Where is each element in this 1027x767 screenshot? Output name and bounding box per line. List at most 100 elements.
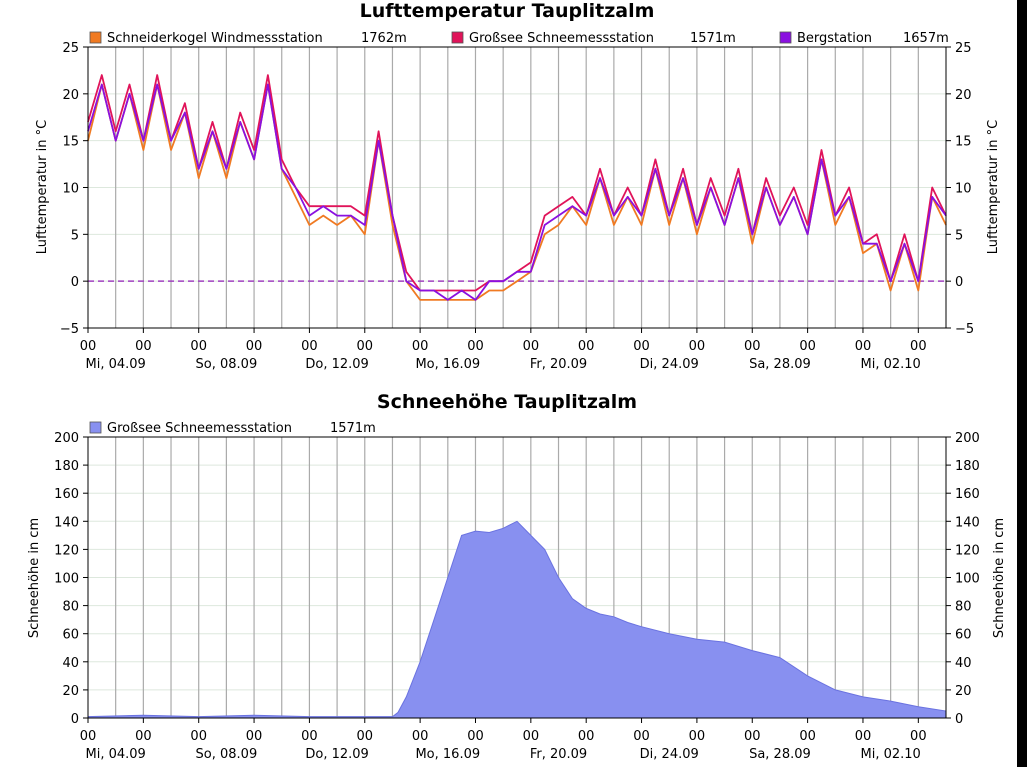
chart-2-title: Schneehöhe Tauplitzalm	[377, 391, 637, 413]
c1-xtick-label: 00	[633, 339, 650, 354]
c1-xdate-label: Mi, 02.10	[860, 357, 920, 372]
c1-xtick-label: 00	[689, 339, 706, 354]
c2-legend-label-1: Großsee Schneemessstation	[107, 421, 292, 436]
c2-xtick-label: 00	[412, 729, 429, 744]
chart-1-legend: Schneiderkogel Windmessstation 1762m Großs…	[89, 31, 949, 46]
c1-xtick-label: 00	[357, 339, 374, 354]
c2-ytick-label-left: 120	[54, 543, 79, 558]
c2-ytick-label-left: 60	[62, 628, 79, 643]
c2-xtick-label: 00	[301, 729, 318, 744]
chart-1-x-ticks: 00 00 00 00 00 00 00 00 00 00 00 00 00 00 00 00 Mi, 04.0…	[80, 328, 927, 372]
c2-xtick-label: 00	[799, 729, 816, 744]
c2-ytick-label-right: 20	[955, 684, 972, 699]
c2-xtick-label: 00	[135, 729, 152, 744]
c2-ytick-label-right: 200	[955, 431, 980, 446]
c2-xtick-label: 00	[855, 729, 872, 744]
c1-legend-swatch-2	[451, 31, 464, 44]
chart-1-grid	[88, 46, 946, 329]
c2-xtick-label: 00	[910, 729, 927, 744]
chart-2-y-ticks: 0 0 20 20 40 40 60 60 80 80 100 100 120 120 140 140 160 1…	[54, 431, 980, 727]
c2-ytick-label-left: 0	[71, 712, 79, 727]
c2-ytick-label-left: 40	[62, 656, 79, 671]
chart-1-y-label-left: Lufttemperatur in °C	[35, 120, 50, 254]
c1-xtick-label: 00	[301, 339, 318, 354]
c1-xtick-label: 00	[744, 339, 761, 354]
c1-xdate-label: Di, 24.09	[640, 357, 699, 372]
c2-xtick-label: 00	[633, 729, 650, 744]
c1-ytick-label-right: 5	[955, 228, 963, 243]
c1-xtick-label: 00	[910, 339, 927, 354]
chart-2-y-label-left: Schneehöhe in cm	[27, 518, 42, 638]
c2-ytick-label-right: 180	[955, 459, 980, 474]
c1-xtick-label: 00	[80, 339, 97, 354]
c2-ytick-label-right: 120	[955, 543, 980, 558]
c1-xdate-label: Do, 12.09	[305, 357, 368, 372]
c2-ytick-label-right: 60	[955, 628, 972, 643]
c2-xtick-label: 00	[246, 729, 263, 744]
c1-ytick-label-right: −5	[955, 322, 974, 337]
c1-xdate-label: Fr, 20.09	[530, 357, 587, 372]
c1-legend-label-2: Großsee Schneemessstation	[469, 31, 654, 46]
c2-xdate-label: So, 08.09	[196, 747, 258, 762]
c1-legend-alt-2: 1571m	[690, 31, 736, 46]
chart-2-series	[87, 520, 947, 719]
c2-ytick-label-left: 100	[54, 572, 79, 587]
chart-2-legend: Großsee Schneemessstation 1571m	[89, 421, 376, 436]
c1-xtick-label: 00	[467, 339, 484, 354]
c1-ytick-label-right: 20	[955, 88, 972, 103]
c1-line-series-3	[87, 83, 947, 301]
c2-xdate-label: Sa, 28.09	[749, 747, 811, 762]
c2-xtick-label: 00	[467, 729, 484, 744]
c2-xdate-label: Fr, 20.09	[530, 747, 587, 762]
c2-xdate-label: Mi, 02.10	[860, 747, 920, 762]
chart-1-title: Lufttemperatur Tauplitzalm	[360, 0, 655, 22]
c2-xtick-label: 00	[744, 729, 761, 744]
c1-ytick-label-left: 25	[62, 41, 79, 56]
c2-ytick-label-left: 200	[54, 431, 79, 446]
c2-xtick-label: 00	[357, 729, 374, 744]
chart-2-x-ticks: 00 00 00 00 00 00 00 00 00 00 00 00 00 00 00 00 Mi, 04.0…	[80, 718, 927, 762]
c1-ytick-label-left: 5	[71, 228, 79, 243]
c1-ytick-label-right: 10	[955, 182, 972, 197]
c1-xdate-label: Mi, 04.09	[86, 357, 146, 372]
c1-ytick-label-right: 25	[955, 41, 972, 56]
c2-ytick-label-right: 140	[955, 515, 980, 530]
c1-xtick-label: 00	[855, 339, 872, 354]
c2-xtick-label: 00	[689, 729, 706, 744]
chart-1-y-label-right: Lufttemperatur in °C	[986, 120, 1001, 254]
c1-legend-label-1: Schneiderkogel Windmessstation	[107, 31, 323, 46]
chart-1-series	[87, 74, 947, 301]
c1-line-series-1	[87, 83, 947, 301]
c1-legend-label-3: Bergstation	[797, 31, 872, 46]
c1-ytick-label-left: 20	[62, 88, 79, 103]
c2-xtick-label: 00	[80, 729, 97, 744]
c1-ytick-label-left: 15	[62, 135, 79, 150]
c2-xdate-label: Mo, 16.09	[415, 747, 480, 762]
c2-xtick-label: 00	[190, 729, 207, 744]
c2-legend-alt-1: 1571m	[330, 421, 376, 436]
c2-ytick-label-right: 100	[955, 572, 980, 587]
c1-xtick-label: 00	[190, 339, 207, 354]
c1-ytick-label-left: 10	[62, 182, 79, 197]
c2-ytick-label-left: 140	[54, 515, 79, 530]
c1-ytick-label-right: 0	[955, 275, 963, 290]
c2-ytick-label-left: 20	[62, 684, 79, 699]
c2-legend-swatch-1	[89, 421, 102, 434]
c1-xtick-label: 00	[246, 339, 263, 354]
chart-1-y-ticks: −5 −5 0 0 5 5 10 10 15 15 20 20 25 25	[60, 41, 974, 337]
chart-2-y-label-right: Schneehöhe in cm	[992, 518, 1007, 638]
c2-ytick-label-left: 180	[54, 459, 79, 474]
c2-ytick-label-right: 80	[955, 600, 972, 615]
c1-ytick-label-left: 0	[71, 275, 79, 290]
c1-ytick-label-left: −5	[60, 322, 79, 337]
c1-xdate-label: So, 08.09	[196, 357, 258, 372]
c2-xtick-label: 00	[523, 729, 540, 744]
c1-xtick-label: 00	[135, 339, 152, 354]
c1-xdate-label: Mo, 16.09	[415, 357, 480, 372]
c2-ytick-label-right: 160	[955, 487, 980, 502]
c1-xdate-label: Sa, 28.09	[749, 357, 811, 372]
c1-xtick-label: 00	[799, 339, 816, 354]
c1-legend-alt-3: 1657m	[903, 31, 949, 46]
